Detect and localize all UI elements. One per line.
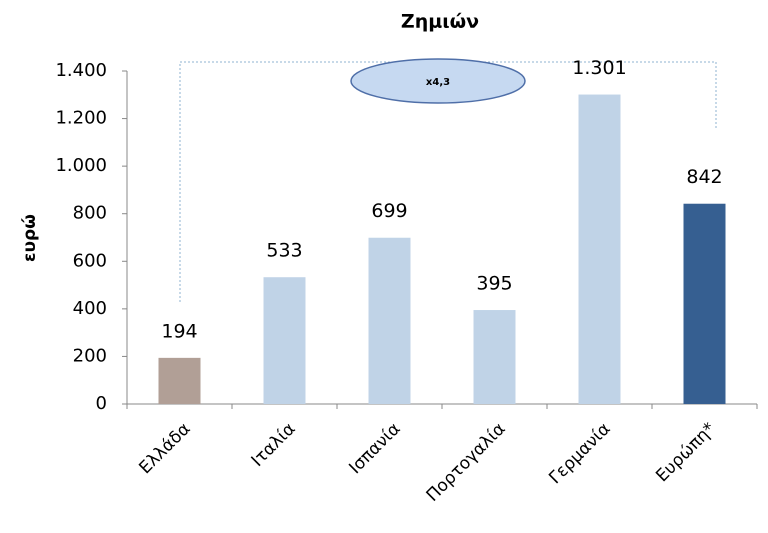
y-tick-label: 200 xyxy=(73,345,107,366)
chart-title: Ζημιών xyxy=(401,11,479,33)
value-label: 842 xyxy=(686,166,722,188)
bar xyxy=(368,237,411,404)
bar xyxy=(683,203,726,404)
y-tick-label: 1.400 xyxy=(55,60,107,81)
bar xyxy=(263,277,306,404)
x-tick-label: Ισπανία xyxy=(345,419,404,478)
value-label: 395 xyxy=(476,273,512,295)
x-tick-label: Ελλάδα xyxy=(135,419,194,478)
y-tick-label: 1.200 xyxy=(55,108,107,129)
y-tick-label: 600 xyxy=(73,250,107,271)
x-tick-label: Πορτογαλία xyxy=(423,419,510,506)
annotation: x4,3 xyxy=(426,77,450,88)
value-label: 194 xyxy=(161,320,197,342)
x-tick-label: Ευρώπη* xyxy=(652,419,719,486)
y-tick-label: 0 xyxy=(96,393,107,414)
y-tick-label: 400 xyxy=(73,298,107,319)
value-label: 533 xyxy=(266,240,302,262)
y-tick-label: 800 xyxy=(73,203,107,224)
x-tick-label: Γερμανία xyxy=(545,419,614,488)
y-axis-label: ευρώ xyxy=(20,214,40,262)
bar xyxy=(473,310,516,404)
bar xyxy=(578,94,621,405)
x-tick-label: Ιταλία xyxy=(248,419,300,471)
value-label: 1.301 xyxy=(572,57,626,79)
y-tick-label: 1.000 xyxy=(55,155,107,176)
value-label: 699 xyxy=(371,200,407,222)
bar xyxy=(158,357,201,404)
annotation-ellipse xyxy=(350,58,526,104)
